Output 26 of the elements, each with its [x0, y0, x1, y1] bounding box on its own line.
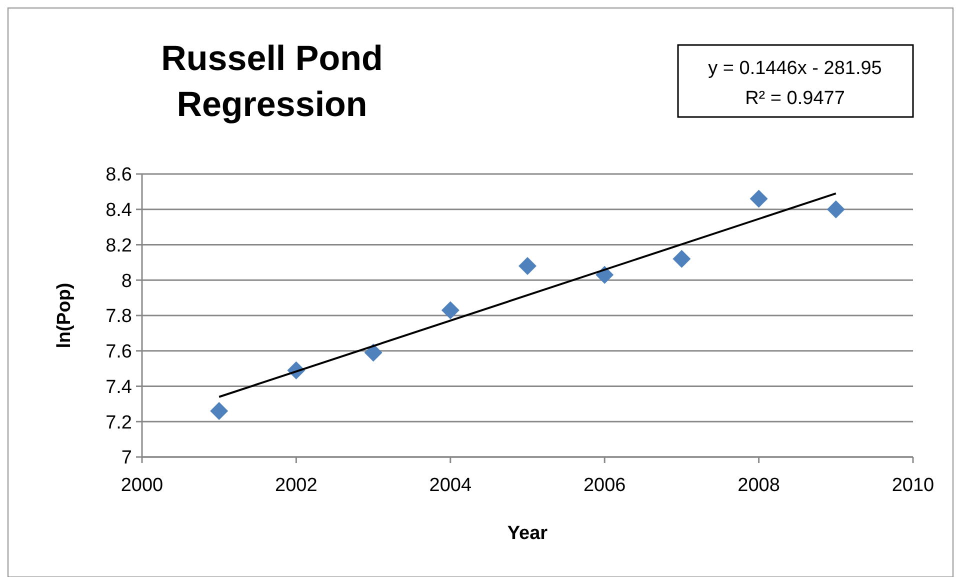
point: [750, 190, 768, 208]
x-tick-label: 2004: [429, 475, 472, 496]
point: [518, 256, 536, 275]
y-tick-label: 8: [121, 270, 132, 292]
point: [364, 344, 382, 362]
point: [672, 250, 691, 268]
x-tick-label: 2006: [583, 475, 626, 496]
chart-title: Russell Pond Regression: [161, 39, 383, 124]
point: [210, 402, 228, 420]
point: [826, 200, 845, 218]
text: y = 0.1446x - 281.95 R² = 0.9477: [708, 58, 882, 109]
y-tick-label: 7.2: [106, 412, 132, 434]
y-tick-label: 7.8: [106, 306, 132, 328]
y-tick-label: 8.2: [106, 235, 132, 256]
x-tick-label: 2000: [120, 475, 164, 496]
x-tick-label: 2010: [892, 475, 934, 496]
y-tick-label: 7.6: [106, 342, 132, 363]
y-tick-label: 8.4: [106, 200, 132, 222]
y-tick-label: 7.4: [106, 376, 132, 398]
x-tick-label: 2008: [738, 475, 780, 496]
x-axis-title: Year: [507, 523, 548, 544]
point: [441, 301, 460, 320]
y-tick-label: 8.6: [106, 164, 132, 186]
x-tick-label: 2002: [275, 475, 318, 496]
y-tick-label: 7: [121, 448, 132, 469]
y-axis-title: ln(Pop): [54, 282, 75, 348]
